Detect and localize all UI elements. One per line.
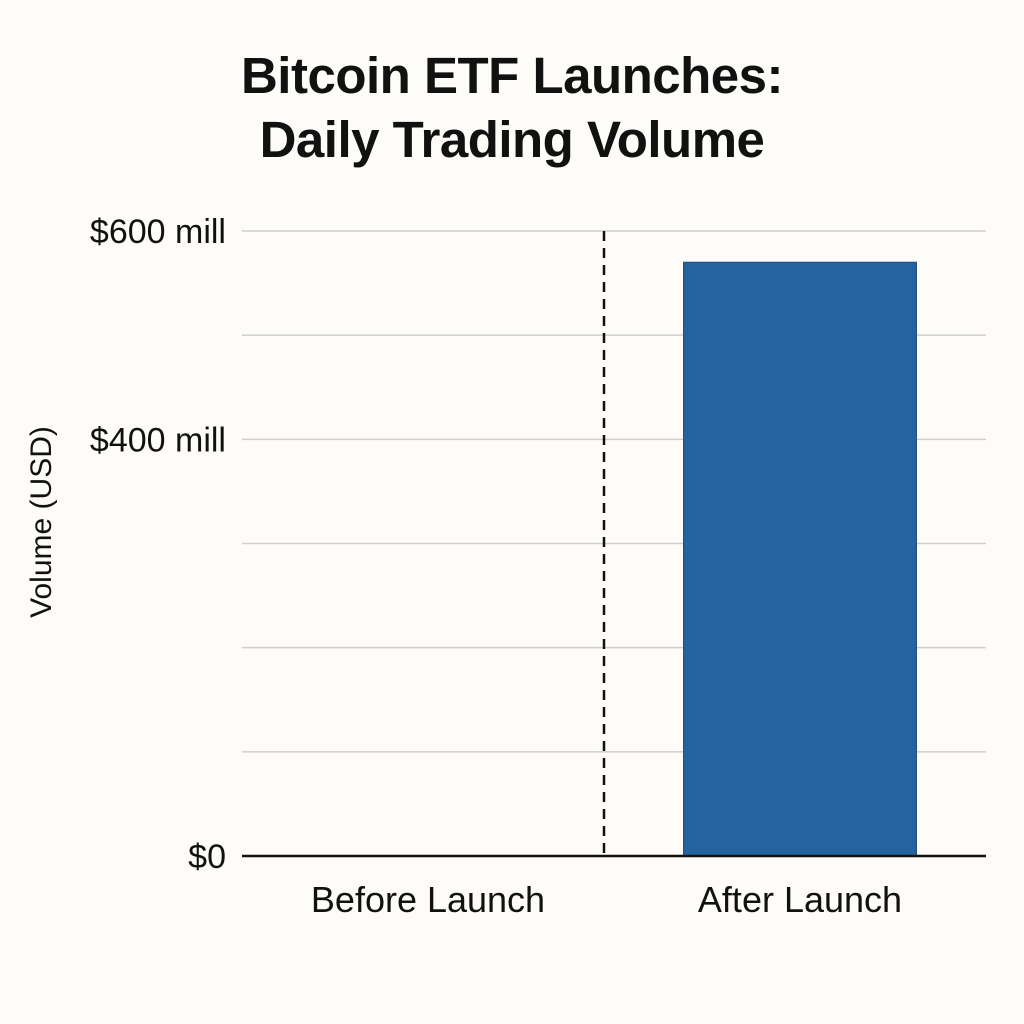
x-category-label: After Launch [698,879,902,920]
x-category-label: Before Launch [311,879,545,920]
y-axis-ticks: $600 mill $400 mill $0 [90,213,226,876]
bar [683,261,917,857]
y-tick-label: $0 [188,838,226,876]
chart-title-line-2: Daily Trading Volume [259,111,765,168]
y-tick-label: $400 mill [90,421,226,459]
x-axis-categories: Before Launch After Launch [311,879,902,920]
chart-title-line-1: Bitcoin ETF Launches: [240,47,784,104]
bars [683,261,917,857]
y-tick-label: $600 mill [90,213,226,251]
chart-title: Bitcoin ETF Launches: Daily Trading Volu… [0,44,1024,172]
